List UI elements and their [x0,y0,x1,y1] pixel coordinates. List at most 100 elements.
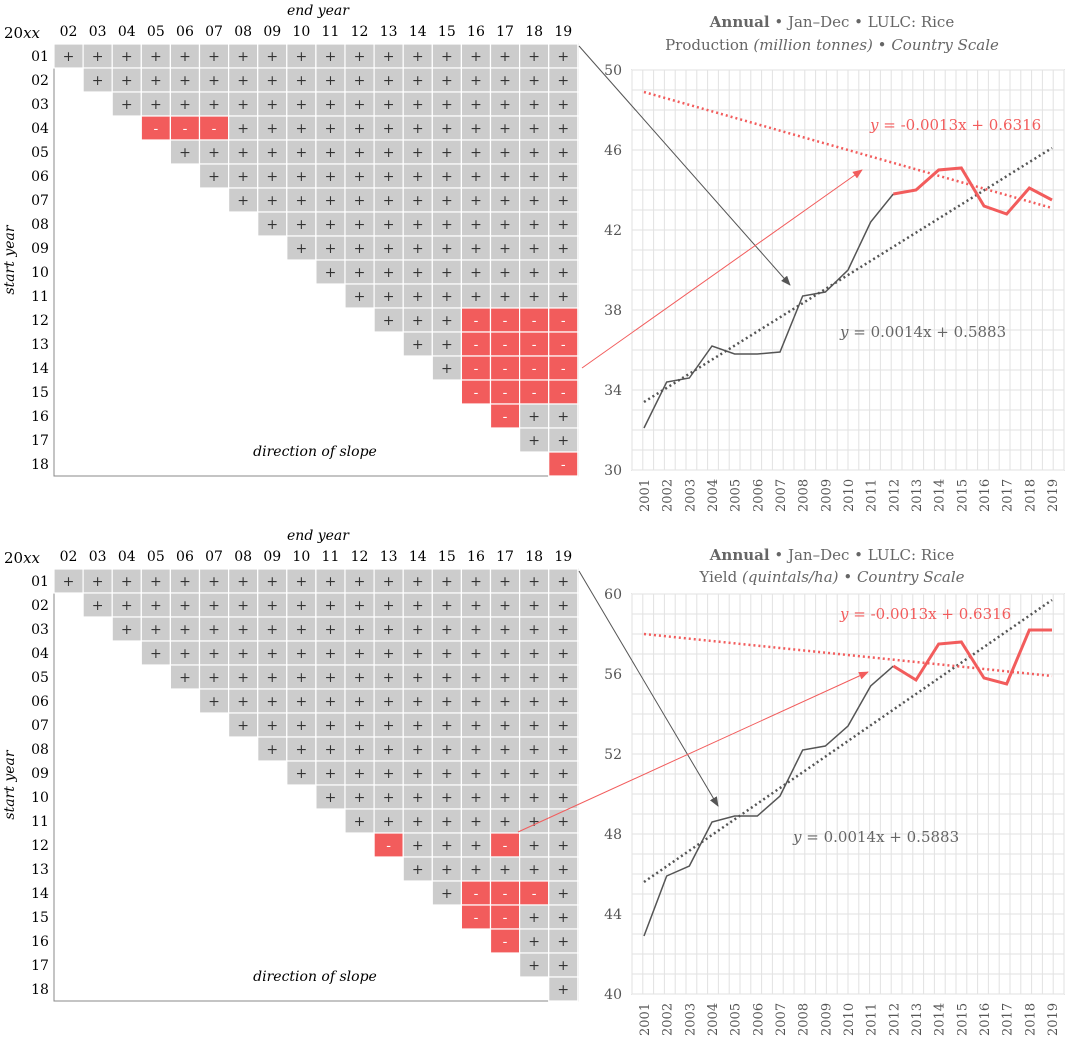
heatmap-xlabel: end year [287,528,350,544]
cell-sign: + [470,742,482,758]
cell-sign: + [383,790,395,806]
cell-positive [169,592,201,618]
cell-positive [402,211,433,237]
cell-sign: + [92,49,104,65]
heatmap-x-tick: 13 [380,549,398,565]
cell-sign: + [354,766,366,782]
cell-sign: + [557,958,569,974]
cell-sign: + [237,718,249,734]
cell-sign: + [150,73,162,89]
cell-sign: + [470,97,482,113]
x-tick-label: 2009 [819,479,834,512]
cell-positive [140,640,172,666]
cell-sign: + [499,670,511,686]
cell-positive [518,283,550,309]
cell-positive [257,592,288,618]
cell-sign: + [528,49,540,65]
cell-sign: + [237,49,249,65]
cell-sign: + [354,718,366,734]
trend-line-down [643,90,1053,210]
cell-sign: + [325,145,337,161]
connector-arrow-gray [578,570,719,807]
cell-sign: + [237,598,249,614]
cell-sign: - [561,361,566,377]
cell-sign: + [528,265,540,281]
heatmap-x-tick: 14 [409,24,427,40]
cell-sign: + [528,790,540,806]
heatmap-x-tick: 16 [467,24,485,40]
cell-sign: + [528,622,540,638]
cell-sign: + [354,694,366,710]
cell-sign: + [557,49,569,65]
cell-positive [257,163,288,189]
cell-sign: + [383,718,395,734]
cell-sign: + [325,265,337,281]
cell-sign: + [208,574,220,590]
cell-positive [373,235,404,261]
cell-sign: + [528,670,540,686]
cell-sign: + [557,862,569,878]
cell-sign: + [557,241,569,257]
cell-sign: + [528,598,540,614]
cell-positive [431,880,462,906]
heatmap-y-tick: 10 [31,790,49,806]
cell-sign: + [528,910,540,926]
y-tick-label: 60 [604,587,622,603]
cell-negative [489,331,521,357]
x-tick-label: 2005 [729,479,744,512]
cell-sign: + [179,145,191,161]
heatmap-y-tick: 04 [31,121,49,137]
cell-sign: - [503,910,508,926]
x-tick-label: 2002 [661,1003,676,1036]
cell-positive [315,760,346,786]
cell-sign: + [237,145,249,161]
cell-sign: + [499,766,511,782]
cell-sign: + [499,73,511,89]
cell-positive [489,736,521,762]
x-tick-label: 2019 [1046,479,1061,512]
cell-sign: + [412,790,424,806]
x-tick-label: 2012 [887,479,902,512]
cell-sign: + [412,289,424,305]
cell-positive [257,688,288,714]
cell-sign: + [528,145,540,161]
x-tick-label: 2018 [1023,479,1038,512]
cell-sign: + [208,73,220,89]
cell-sign: + [412,337,424,353]
cell-positive [518,640,550,666]
cell-sign: - [503,886,508,902]
x-tick-label: 2016 [978,1003,993,1036]
heatmap-x-tick: 16 [467,549,485,565]
cell-positive [431,355,462,381]
cell-sign: + [470,790,482,806]
heatmap-title: direction of slope [253,444,377,460]
heatmap-y-tick: 18 [31,457,49,473]
cell-positive [548,616,579,642]
cell-sign: + [266,97,278,113]
cell-sign: + [499,169,511,185]
cell-sign: + [557,598,569,614]
cell-negative [518,379,550,405]
cell-sign: + [354,49,366,65]
cell-sign: + [383,145,395,161]
cell-sign: + [528,742,540,758]
cell-sign: + [383,121,395,137]
cell-positive [548,976,579,1002]
cell-positive [82,568,113,594]
cell-positive [373,163,404,189]
cell-sign: + [441,265,453,281]
cell-sign: + [499,622,511,638]
cell-sign: + [441,670,453,686]
cell-sign: + [179,622,191,638]
cell-sign: + [412,694,424,710]
x-tick-label: 2017 [1001,1003,1016,1036]
cell-sign: + [237,169,249,185]
cell-sign: - [474,886,479,902]
cell-sign: + [441,790,453,806]
cell-sign: + [266,694,278,710]
cell-sign: + [325,121,337,137]
heatmap-y-tick: 01 [31,49,49,65]
cell-sign: - [561,313,566,329]
cell-sign: + [470,718,482,734]
cell-sign: - [561,337,566,353]
